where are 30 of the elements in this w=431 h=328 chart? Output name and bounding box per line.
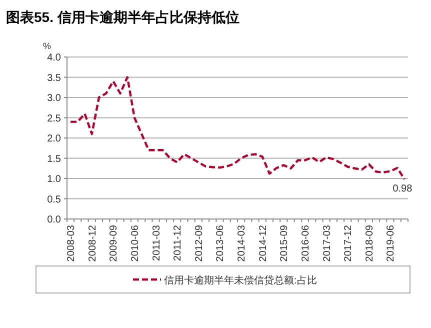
text: 2.0 [47,134,61,144]
x-tick-label: 2015-09 [279,224,290,262]
x-tick-label: 2012-09 [194,224,205,262]
text: 0.5 [47,194,61,206]
x-tick-label: 2017-03 [322,224,333,262]
x-tick-label: 2016-06 [300,224,312,262]
text: 1.5 [47,154,61,165]
text: 0.0 [47,214,61,226]
text: 3.5 [47,72,61,84]
x-tick-label: 2019-06 [386,224,397,262]
chart-title: 图表55. 信用卡逾期半年占比保持低位 [6,9,240,25]
legend: 信用卡逾期半年未偿信贷总额:占比 [36,266,410,294]
legend-label: 信用卡逾期半年未偿信贷总额:占比 [164,274,317,286]
x-tick-label: 2013-06 [215,224,226,262]
text: 2.5 [47,113,61,124]
data-label: 0.98 [392,183,413,194]
x-tick-label: 2008-12 [87,224,98,262]
x-tick-label: 2011-12 [172,224,184,261]
x-tick-label: 2010-06 [130,224,141,262]
x-tick-label: 2017-12 [343,224,354,262]
x-tick-label: 2008-03 [66,224,78,262]
x-tick-label: 2014-03 [236,224,248,262]
text: 1.0 [47,174,61,185]
text: 3.0 [47,93,61,104]
y-axis-title: % [43,41,52,51]
x-tick-label: 2014-12 [258,224,269,262]
x-tick-label: 2011-03 [151,224,162,261]
text: 4.0 [47,52,61,64]
x-tick-label: 2009-09 [108,224,120,262]
x-tick-label: 2018-09 [364,224,376,262]
